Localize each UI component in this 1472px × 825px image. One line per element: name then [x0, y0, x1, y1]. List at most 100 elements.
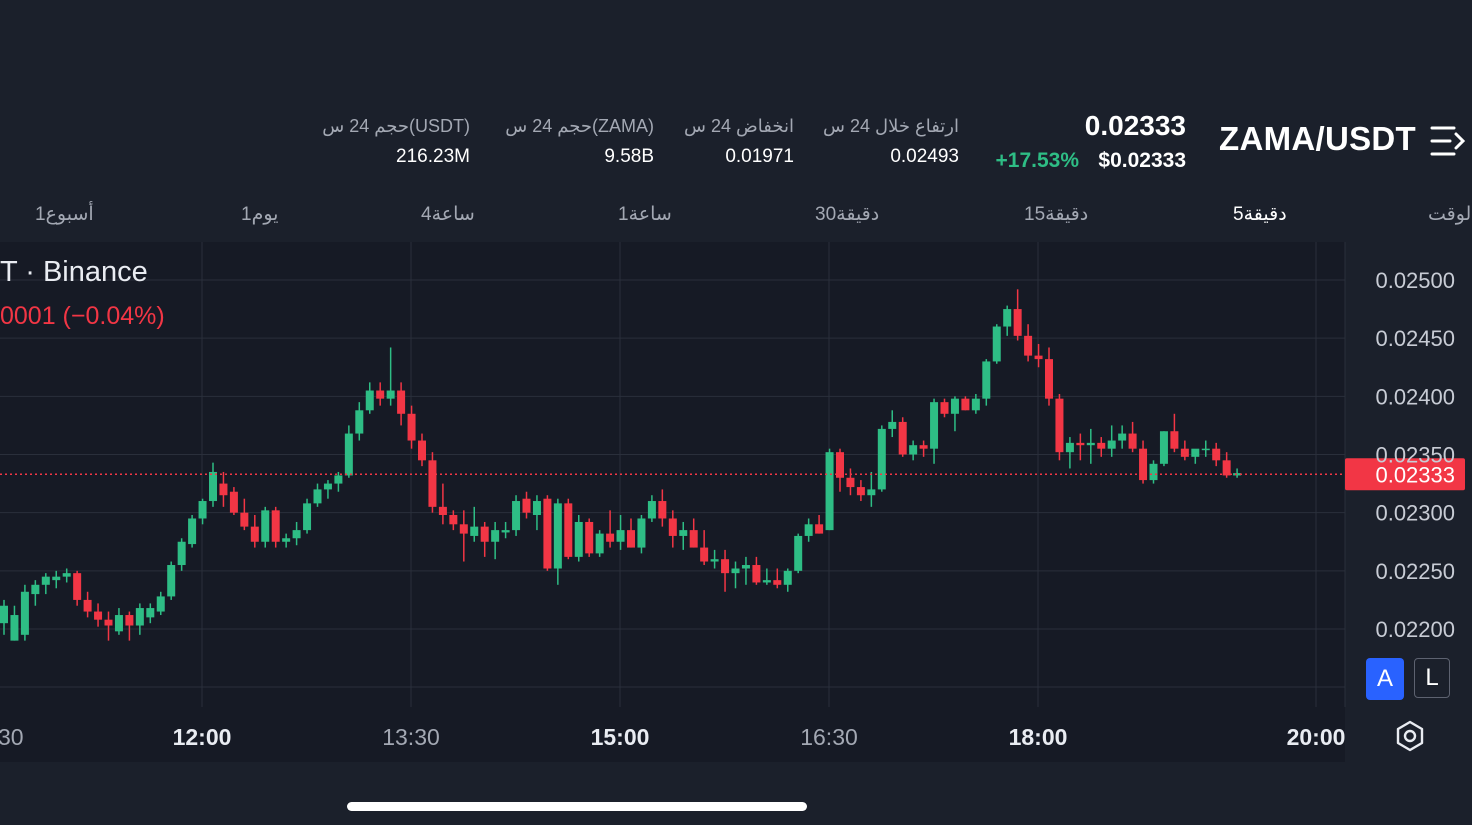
candle-body — [532, 501, 541, 515]
tab-1d[interactable]: 1يوم — [241, 204, 279, 225]
candle — [856, 480, 865, 502]
candle — [1170, 413, 1179, 453]
candle-body — [971, 398, 980, 411]
candle-body — [491, 530, 500, 542]
candle — [1118, 425, 1127, 449]
candle — [836, 448, 844, 492]
candle-body — [114, 615, 123, 632]
candle-body — [470, 526, 479, 536]
price-tick-label: 0.02200 — [1375, 617, 1455, 642]
tab-4h[interactable]: 4ساعة — [421, 204, 475, 225]
candle-body — [146, 608, 155, 618]
tab-5m[interactable]: 5دقيقة — [1233, 204, 1287, 225]
tab-time[interactable]: الوقت — [1428, 204, 1472, 225]
price-chart[interactable]: 0.02333 0.025000.024500.024000.023500.02… — [0, 242, 1472, 762]
candle-body — [1212, 448, 1221, 461]
candle-body — [292, 530, 301, 539]
candle-body — [762, 580, 771, 583]
candle — [1003, 305, 1012, 336]
candle-body — [0, 605, 8, 624]
stat-low-value: 0.01971 — [725, 146, 794, 167]
auto-scale-button[interactable]: A — [1366, 658, 1404, 700]
candle — [940, 398, 949, 418]
candle-body — [1045, 359, 1053, 399]
candle-body — [846, 477, 855, 488]
candle — [0, 599, 8, 635]
candle-body — [564, 503, 573, 557]
candle-body — [1034, 355, 1043, 360]
candle — [773, 568, 782, 589]
candle-body — [428, 460, 437, 507]
home-indicator — [347, 802, 807, 811]
candle-body — [1139, 448, 1148, 481]
candle — [888, 410, 897, 438]
candle — [31, 580, 40, 606]
time-tick-label: 20:00 — [1287, 724, 1346, 750]
candle-body — [689, 530, 698, 548]
candle-body — [1149, 463, 1158, 481]
candle — [679, 521, 688, 550]
candle-body — [313, 489, 322, 504]
last-price: 0.02333 — [1084, 110, 1186, 141]
candle — [532, 495, 541, 531]
candle — [376, 382, 385, 406]
candle — [1191, 448, 1200, 464]
candle — [1055, 394, 1064, 461]
candle-body — [209, 471, 217, 502]
stat-high-label: ارتفاع خلال 24 س — [823, 116, 959, 136]
time-tick-label: 13:30 — [382, 724, 440, 750]
trading-pair[interactable]: ZAMA/USDT — [1218, 120, 1416, 157]
tab-15m[interactable]: 15دقيقة — [1024, 204, 1089, 225]
candle-body — [616, 530, 625, 542]
tab-1h[interactable]: 1ساعة — [618, 204, 672, 225]
candle — [114, 608, 123, 635]
candle-body — [1233, 473, 1242, 476]
candle — [407, 405, 416, 449]
time-tick-label: 15:00 — [591, 724, 650, 750]
candle-body — [229, 491, 238, 513]
candle — [574, 514, 583, 562]
candle — [1034, 343, 1043, 368]
candle-body — [543, 498, 552, 569]
chart-change-label: 0001 (−0.04%) — [0, 302, 165, 330]
candle — [919, 440, 928, 457]
current-price-badge — [1345, 458, 1465, 491]
price-tick-label: 0.02450 — [1375, 326, 1455, 351]
candle — [522, 491, 531, 519]
candle — [271, 506, 280, 548]
candle — [355, 402, 364, 441]
candle — [877, 425, 886, 492]
stat-volume-base-value: 9.58B — [604, 146, 654, 167]
candle — [846, 468, 855, 496]
candle-body — [595, 533, 604, 554]
candle-body — [512, 501, 521, 531]
candle — [1045, 347, 1053, 406]
candle-body — [135, 608, 144, 626]
candle-body — [41, 576, 50, 585]
candle — [804, 518, 813, 542]
candle — [825, 448, 834, 531]
menu-icon[interactable] — [1430, 120, 1466, 162]
candle — [156, 591, 165, 616]
candle-body — [1170, 431, 1179, 449]
tab-1w[interactable]: 1أسبوع — [35, 204, 94, 225]
candle-body — [1180, 448, 1189, 457]
candle — [428, 452, 437, 513]
candle — [292, 521, 301, 546]
candle-body — [856, 487, 865, 496]
candle-body — [282, 538, 291, 542]
candle — [261, 506, 270, 548]
settings-icon[interactable] — [1392, 718, 1428, 754]
candle-body — [94, 611, 103, 620]
candle-body — [62, 573, 71, 577]
candle — [459, 510, 468, 562]
candle — [543, 495, 552, 571]
candle-body — [250, 526, 259, 542]
candle-body — [794, 535, 803, 571]
candle — [930, 398, 939, 464]
candle — [83, 591, 92, 618]
chart-overlays: 0.02333 — [0, 458, 1465, 491]
log-scale-button[interactable]: L — [1414, 658, 1450, 698]
tab-30m[interactable]: 30دقيقة — [815, 204, 880, 225]
candle-body — [888, 421, 897, 429]
